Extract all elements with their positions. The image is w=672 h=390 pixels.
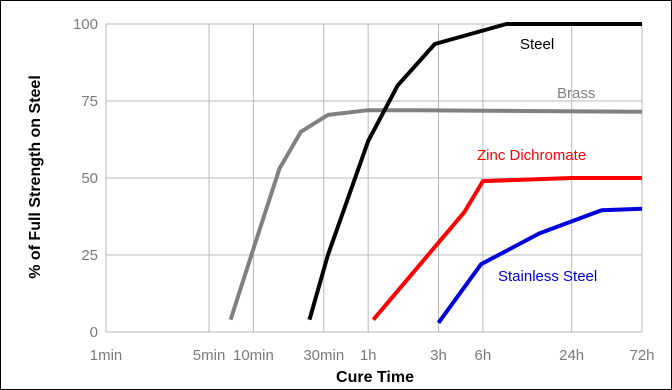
x-tick-label: 24h <box>559 347 584 364</box>
y-tick-label: 25 <box>81 247 98 264</box>
x-tick-label: 72h <box>629 347 654 364</box>
y-axis-title: % of Full Strength on Steel <box>27 75 44 279</box>
series-lines <box>228 22 643 324</box>
y-tick-label: 50 <box>81 170 98 187</box>
x-tick-label: 5min <box>193 347 226 364</box>
series-label-steel: Steel <box>520 36 554 53</box>
tick-labels: 0 25 50 75 100 1min 5min 10min 30min 1h 3h 6h 24h 72h <box>73 16 655 364</box>
x-tick-label: 30min <box>303 347 344 364</box>
y-tick-label: 75 <box>81 93 98 110</box>
series-label-zinc-dichromate: Zinc Dichromate <box>477 147 586 164</box>
series-line-steel <box>307 22 642 321</box>
x-tick-label: 10min <box>233 347 274 364</box>
series-line-stainless-steel <box>436 206 643 324</box>
series-line-zinc-dichromate <box>371 176 642 321</box>
series-labels: Brass Steel Zinc Dichromate Stainless Steel <box>477 36 597 285</box>
y-tick-label: 0 <box>90 324 98 341</box>
x-tick-label: 3h <box>430 347 447 364</box>
x-axis-title: Cure Time <box>336 369 414 386</box>
series-label-stainless-steel: Stainless Steel <box>498 268 597 285</box>
series-line-brass <box>228 108 643 321</box>
y-tick-label: 100 <box>73 16 98 33</box>
x-tick-label: 1min <box>90 347 123 364</box>
x-tick-label: 6h <box>475 347 492 364</box>
series-label-brass: Brass <box>557 85 595 102</box>
x-tick-label: 1h <box>360 347 377 364</box>
